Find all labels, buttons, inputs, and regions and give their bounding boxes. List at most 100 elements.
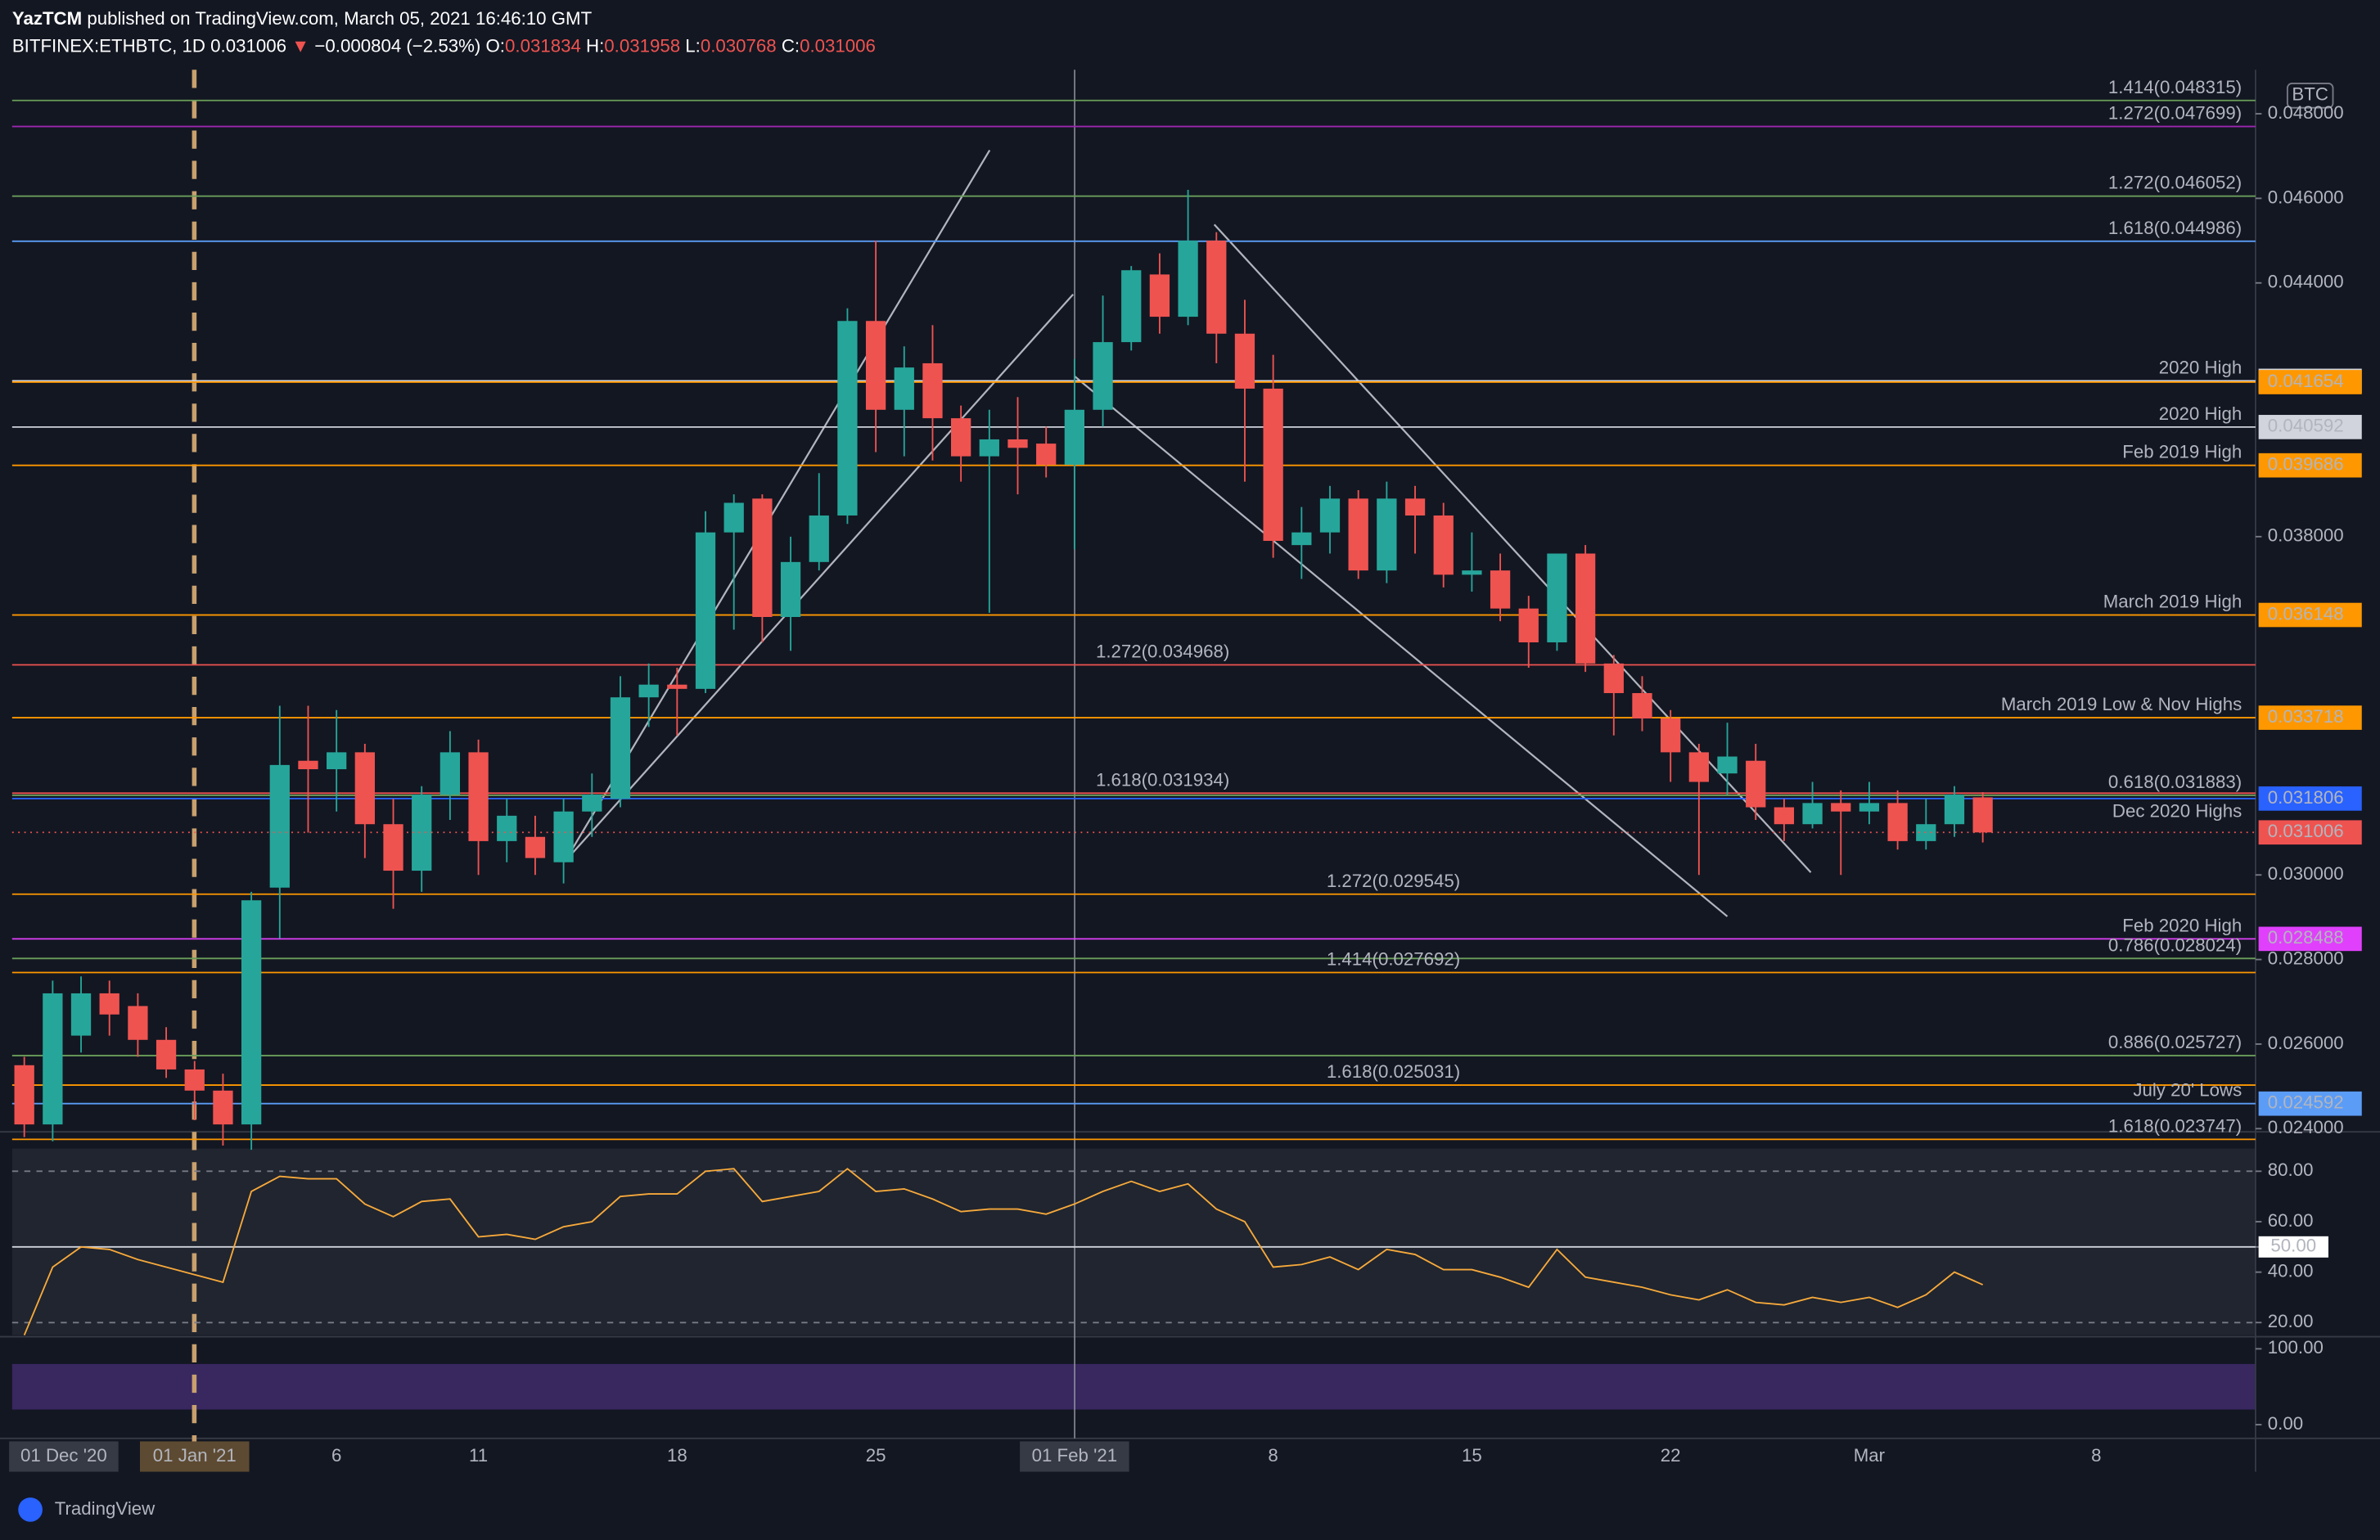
c-label: C:	[782, 35, 800, 56]
candle-body	[43, 993, 63, 1125]
y-tick-label: 0.038000	[2268, 525, 2344, 546]
candle-body	[1802, 803, 1823, 825]
x-tick-label: 01 Feb '21	[1032, 1445, 1117, 1466]
x-tick-label: 18	[667, 1445, 687, 1466]
candle-body	[1859, 803, 1880, 812]
y-tick-label: 40.00	[2268, 1261, 2314, 1281]
channel-line	[1213, 223, 1812, 873]
level-label: 0.618(0.031883)	[2108, 772, 2242, 792]
candle-body	[695, 532, 716, 689]
y-tick-label: 0.026000	[2268, 1033, 2344, 1053]
y-tick-label: 60.00	[2268, 1210, 2314, 1231]
candle-body	[638, 684, 659, 698]
candle-body	[184, 1069, 205, 1091]
x-tick-label: 6	[331, 1445, 341, 1466]
candle-body	[1206, 241, 1227, 334]
candle-body	[1149, 274, 1170, 317]
candle-body	[610, 697, 631, 799]
price-badge	[2258, 602, 2362, 628]
y-tick-label: 0.046000	[2268, 187, 2344, 207]
change: −0.000804 (−2.53%)	[314, 35, 480, 56]
x-tick-label: 01 Jan '21	[153, 1445, 237, 1466]
candle-body	[327, 752, 347, 770]
candle-body	[1462, 570, 1482, 575]
candle-body	[752, 498, 773, 618]
published: published on TradingView.com, March 05, …	[87, 8, 592, 29]
price-badge	[2258, 453, 2362, 478]
candle-body	[1972, 797, 1993, 833]
candle-body	[951, 418, 971, 457]
price-badge-label: 0.036148	[2268, 603, 2344, 624]
candle-body	[1178, 241, 1198, 317]
price-badge-label: 0.031806	[2268, 787, 2344, 808]
stoch-band	[11, 1363, 2256, 1410]
y-tick-label: 50.00	[2270, 1236, 2316, 1256]
candle-body	[1036, 444, 1057, 465]
x-tick-label: 8	[1268, 1445, 1278, 1466]
price-badge	[2258, 415, 2362, 439]
y-tick-label: 0.028000	[2268, 948, 2344, 968]
candle-body	[497, 815, 517, 841]
x-tick-label: 8	[2091, 1445, 2101, 1466]
h-label: H:	[586, 35, 604, 56]
price-badge	[2258, 786, 2362, 811]
level-label: Feb 2019 High	[2122, 442, 2242, 462]
candle-body	[1575, 553, 1596, 664]
last: 0.031006	[210, 35, 286, 56]
candle-body	[1093, 342, 1113, 410]
price-badge-label: 0.040592	[2268, 416, 2344, 436]
channels	[563, 149, 1812, 917]
candle-body	[1263, 388, 1283, 541]
candle-body	[269, 764, 290, 888]
rsi-line	[23, 1168, 1984, 1336]
level-label: 2020 High	[2159, 357, 2242, 377]
y-tick-label: 0.00	[2268, 1413, 2303, 1434]
candle-body	[354, 752, 375, 825]
symbol-line: BITFINEX:ETHBTC, 1D 0.031006 ▼ −0.000804…	[12, 35, 876, 56]
level-label: 2020 High	[2159, 403, 2242, 424]
channel-line	[1074, 375, 1729, 917]
level-label: 1.272(0.034968)	[1096, 642, 1229, 662]
candle-body	[1547, 553, 1567, 643]
candle-body	[1433, 515, 1454, 575]
level-label: July 20' Lows	[2133, 1080, 2242, 1101]
symbol: BITFINEX:ETHBTC, 1D	[12, 35, 205, 56]
candle-body	[128, 1006, 148, 1040]
channel-line	[564, 293, 1075, 862]
price-badge-label: 0.028488	[2268, 927, 2344, 948]
candle-body	[1632, 693, 1652, 719]
level-label: 1.272(0.029545)	[1327, 871, 1460, 891]
y-tick-label: 0.048000	[2268, 102, 2344, 123]
level-label: 1.414(0.048315)	[2108, 77, 2242, 97]
candle-body	[383, 824, 403, 871]
candle-body	[439, 752, 461, 795]
o: 0.031834	[505, 35, 581, 56]
candle-body	[723, 502, 744, 533]
candle-body	[412, 795, 432, 871]
candle-body	[1490, 570, 1511, 609]
price-badge	[2258, 1091, 2362, 1116]
level-label: March 2019 High	[2103, 592, 2242, 612]
candle-body	[667, 684, 687, 689]
level-label: Feb 2020 High	[2122, 915, 2242, 935]
y-tick-label: 100.00	[2268, 1337, 2324, 1358]
level-label: 1.618(0.044986)	[2108, 218, 2242, 238]
level-label: Dec 2020 Highs	[2112, 800, 2242, 821]
level-label: 0.886(0.025727)	[2108, 1032, 2242, 1052]
price-badge	[2258, 926, 2362, 952]
brand[interactable]: TradingView	[55, 1498, 156, 1519]
price-badge-label: 0.031006	[2268, 821, 2344, 841]
y-tick-label: 20.00	[2268, 1311, 2314, 1331]
candle-body	[1291, 532, 1312, 546]
candle-body	[298, 760, 318, 770]
candle-body	[213, 1090, 233, 1125]
h: 0.031958	[604, 35, 680, 56]
price-badge	[2258, 705, 2362, 730]
logo-icon	[18, 1497, 43, 1522]
candle-body	[865, 321, 886, 410]
candle-body	[1774, 807, 1795, 825]
candle-body	[1603, 663, 1624, 694]
candle-body	[1377, 498, 1397, 571]
